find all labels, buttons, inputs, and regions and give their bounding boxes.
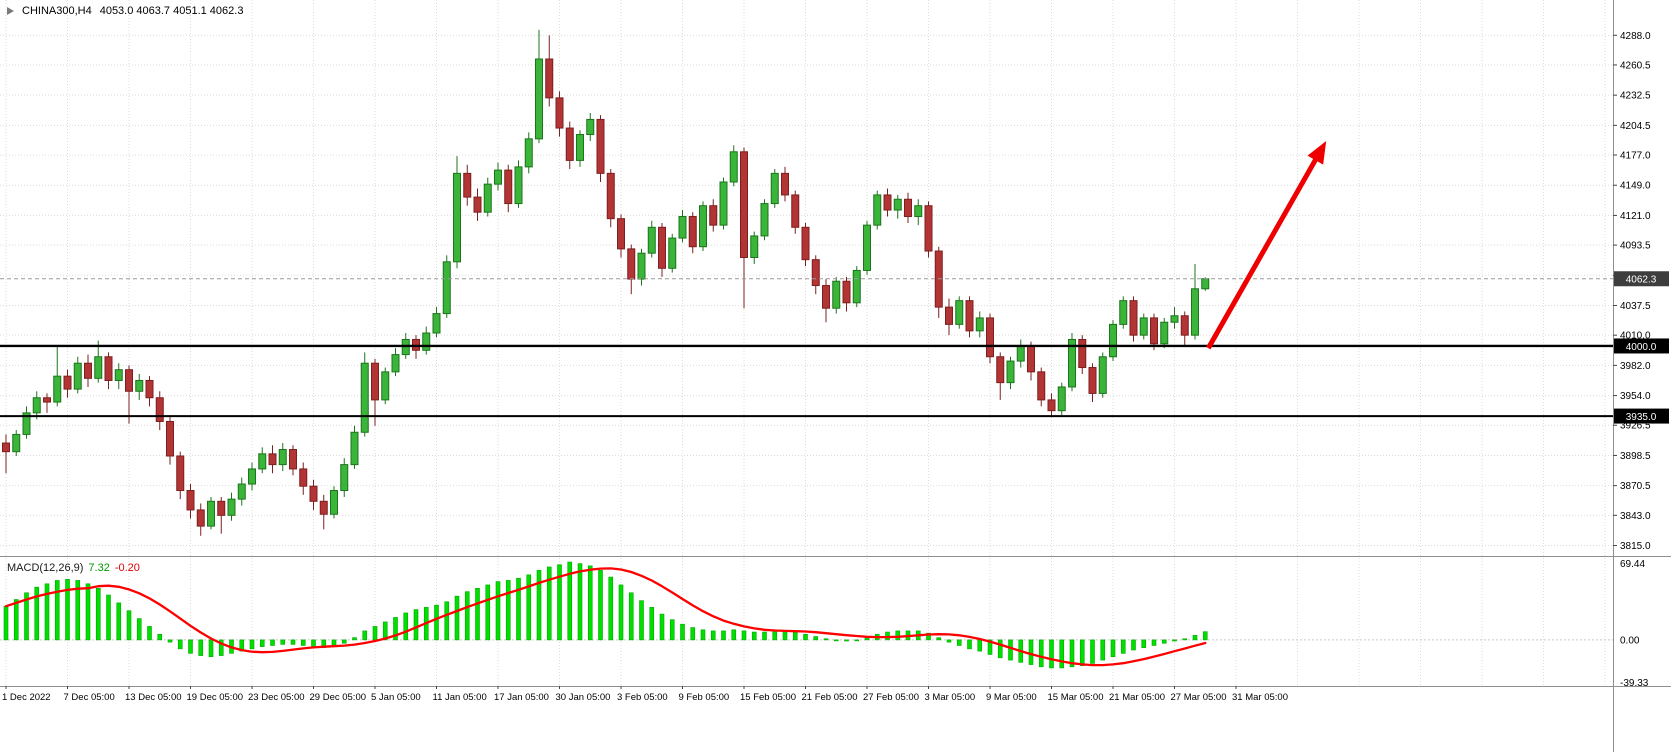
svg-text:21 Mar 05:00: 21 Mar 05:00 [1109,692,1165,703]
svg-text:4149.0: 4149.0 [1620,181,1651,192]
svg-text:5 Jan 05:00: 5 Jan 05:00 [371,692,421,703]
svg-text:4121.0: 4121.0 [1620,211,1651,222]
svg-text:27 Feb 05:00: 27 Feb 05:00 [863,692,919,703]
svg-text:9 Feb 05:00: 9 Feb 05:00 [679,692,730,703]
svg-text:3870.5: 3870.5 [1620,481,1651,492]
time-axis-labels: 1 Dec 2022 7 Dec 05:00 13 Dec 05:00 19 Dec … [2,686,1288,703]
price-axis[interactable] [1613,0,1671,686]
svg-text:29 Dec 05:00: 29 Dec 05:00 [310,692,367,703]
symbol-name: CHINA300,H4 [22,5,92,17]
svg-text:3926.5: 3926.5 [1620,421,1651,432]
svg-text:23 Dec 05:00: 23 Dec 05:00 [248,692,305,703]
macd-histogram [3,561,1208,669]
svg-text:4093.5: 4093.5 [1620,241,1651,252]
hline-price-badge: 3935.0 [1614,408,1669,424]
symbol-ohlc: 4053.0 4063.7 4051.1 4062.3 [99,5,244,17]
macd-indicator-label: MACD(12,26,9) 7.32 -0.20 [7,562,140,574]
current-price-badge: 4062.3 [1614,271,1669,287]
svg-text:69.44: 69.44 [1620,559,1645,570]
price-axis-labels: 4288.0 4260.5 4232.5 4204.5 4177.0 4149.0 4121… [1613,31,1651,552]
symbol-marker-icon [7,7,14,15]
candles-layer [2,29,1210,536]
macd-signal-line [4,567,1207,667]
svg-text:17 Jan 05:00: 17 Jan 05:00 [494,692,549,703]
svg-text:21 Feb 05:00: 21 Feb 05:00 [802,692,858,703]
svg-text:19 Dec 05:00: 19 Dec 05:00 [187,692,244,703]
macd-name: MACD(12,26,9) [7,562,84,574]
svg-text:4177.0: 4177.0 [1620,151,1651,162]
svg-text:1 Dec 2022: 1 Dec 2022 [2,692,51,703]
svg-text:4010.0: 4010.0 [1620,331,1651,342]
grid-layer [0,0,1613,686]
macd-signal-value: -0.20 [114,562,140,574]
svg-text:3982.0: 3982.0 [1620,361,1651,372]
svg-text:4037.5: 4037.5 [1620,301,1651,312]
svg-text:4288.0: 4288.0 [1620,31,1651,42]
svg-text:3843.0: 3843.0 [1620,511,1651,522]
svg-text:3 Feb 05:00: 3 Feb 05:00 [617,692,668,703]
svg-text:3954.0: 3954.0 [1620,391,1651,402]
svg-text:4000.0: 4000.0 [1626,342,1657,353]
macd-axis-labels: 69.44 0.00 -39.33 [1620,559,1649,689]
svg-text:13 Dec 05:00: 13 Dec 05:00 [125,692,182,703]
svg-text:7 Dec 05:00: 7 Dec 05:00 [64,692,115,703]
svg-text:4062.3: 4062.3 [1626,275,1657,286]
svg-text:30 Jan 05:00: 30 Jan 05:00 [556,692,611,703]
macd-main-value: 7.32 [88,562,110,574]
svg-text:4204.5: 4204.5 [1620,121,1651,132]
svg-text:31 Mar 05:00: 31 Mar 05:00 [1232,692,1288,703]
svg-text:9 Mar 05:00: 9 Mar 05:00 [986,692,1037,703]
price-pane[interactable] [0,0,1613,556]
time-axis[interactable] [0,687,1671,717]
svg-text:0.00: 0.00 [1620,635,1640,646]
svg-text:3898.5: 3898.5 [1620,451,1651,462]
macd-pane[interactable] [0,557,1613,686]
trend-arrow-object[interactable] [1206,141,1327,350]
svg-text:4260.5: 4260.5 [1620,60,1651,71]
svg-text:4232.5: 4232.5 [1620,91,1651,102]
svg-text:3935.0: 3935.0 [1626,412,1657,423]
svg-text:3 Mar 05:00: 3 Mar 05:00 [925,692,976,703]
svg-text:3815.0: 3815.0 [1620,541,1651,552]
symbol-info-label: CHINA300,H4 4053.0 4063.7 4051.1 4062.3 [7,5,243,17]
svg-text:15 Feb 05:00: 15 Feb 05:00 [740,692,796,703]
hline-price-badge: 4000.0 [1614,338,1669,354]
svg-text:-39.33: -39.33 [1620,678,1649,689]
svg-text:15 Mar 05:00: 15 Mar 05:00 [1048,692,1104,703]
svg-text:27 Mar 05:00: 27 Mar 05:00 [1171,692,1227,703]
svg-text:11 Jan 05:00: 11 Jan 05:00 [433,692,487,703]
